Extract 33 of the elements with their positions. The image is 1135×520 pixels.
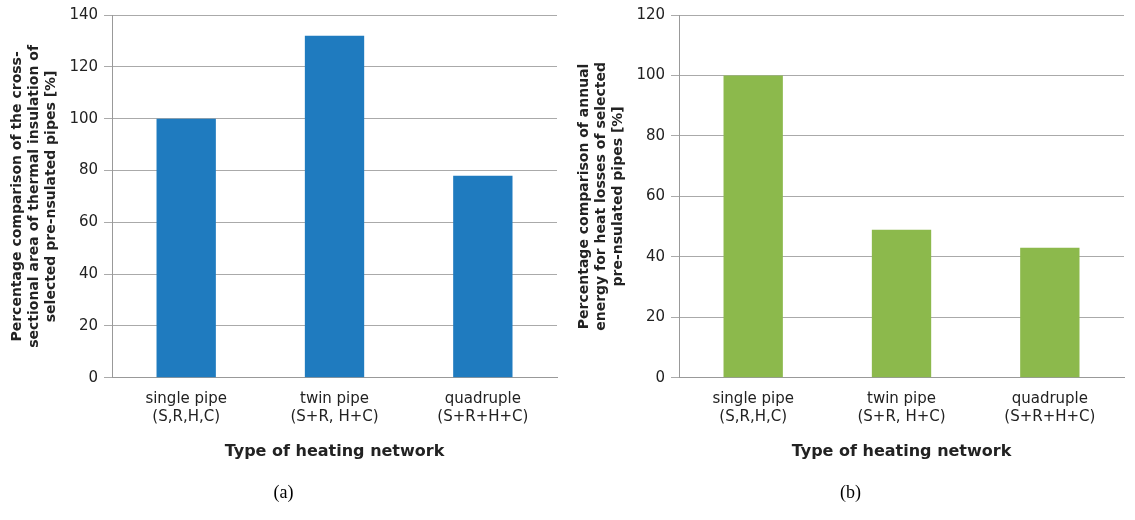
y-tick-label: 20 xyxy=(645,307,666,326)
y-tick-label: 100 xyxy=(636,65,666,84)
y-tick-label: 0 xyxy=(655,367,666,386)
y-tick-label: 120 xyxy=(636,4,666,23)
x-axis-title: Type of heating network xyxy=(224,440,445,460)
x-tick-label: quadruple (S+R+H+C) xyxy=(1004,388,1096,425)
bar xyxy=(156,118,216,378)
text: (a) xyxy=(272,482,295,503)
y-tick-label: 60 xyxy=(645,186,666,205)
y-tick-label: 40 xyxy=(78,264,99,283)
x-axis-title: Type of heating network xyxy=(791,440,1012,460)
x-tick-label: twin pipe (S+R, H+C) xyxy=(857,388,946,425)
bar xyxy=(871,229,932,378)
bar xyxy=(304,35,365,378)
y-tick-label: 120 xyxy=(69,56,99,75)
y-tick-label: 80 xyxy=(78,160,99,179)
bar xyxy=(1020,247,1080,378)
text: (b) xyxy=(839,482,862,503)
x-tick-label: quadruple (S+R+H+C) xyxy=(437,388,529,425)
y-tick-label: 140 xyxy=(69,4,99,23)
bar xyxy=(453,175,513,378)
x-tick-label: single pipe (S,R,H,C) xyxy=(712,388,794,425)
y-axis-title: Percentage comparison of annual energy for heat losses of selected pre-nsulated pipes [%] xyxy=(575,61,625,331)
y-tick-label: 80 xyxy=(645,125,666,144)
bar xyxy=(723,75,783,378)
y-tick-label: 60 xyxy=(78,212,99,231)
y-tick-label: 100 xyxy=(69,108,99,127)
x-tick-label: twin pipe (S+R, H+C) xyxy=(290,388,379,425)
y-tick-label: 20 xyxy=(78,315,99,334)
x-tick-label: single pipe (S,R,H,C) xyxy=(145,388,227,425)
y-axis-title: Percentage comparison of the cross- sectional area of thermal insulation of selected pre-nsulated pipes [%] xyxy=(8,44,58,348)
y-tick-label: 0 xyxy=(88,367,99,386)
y-tick-label: 40 xyxy=(645,246,666,265)
